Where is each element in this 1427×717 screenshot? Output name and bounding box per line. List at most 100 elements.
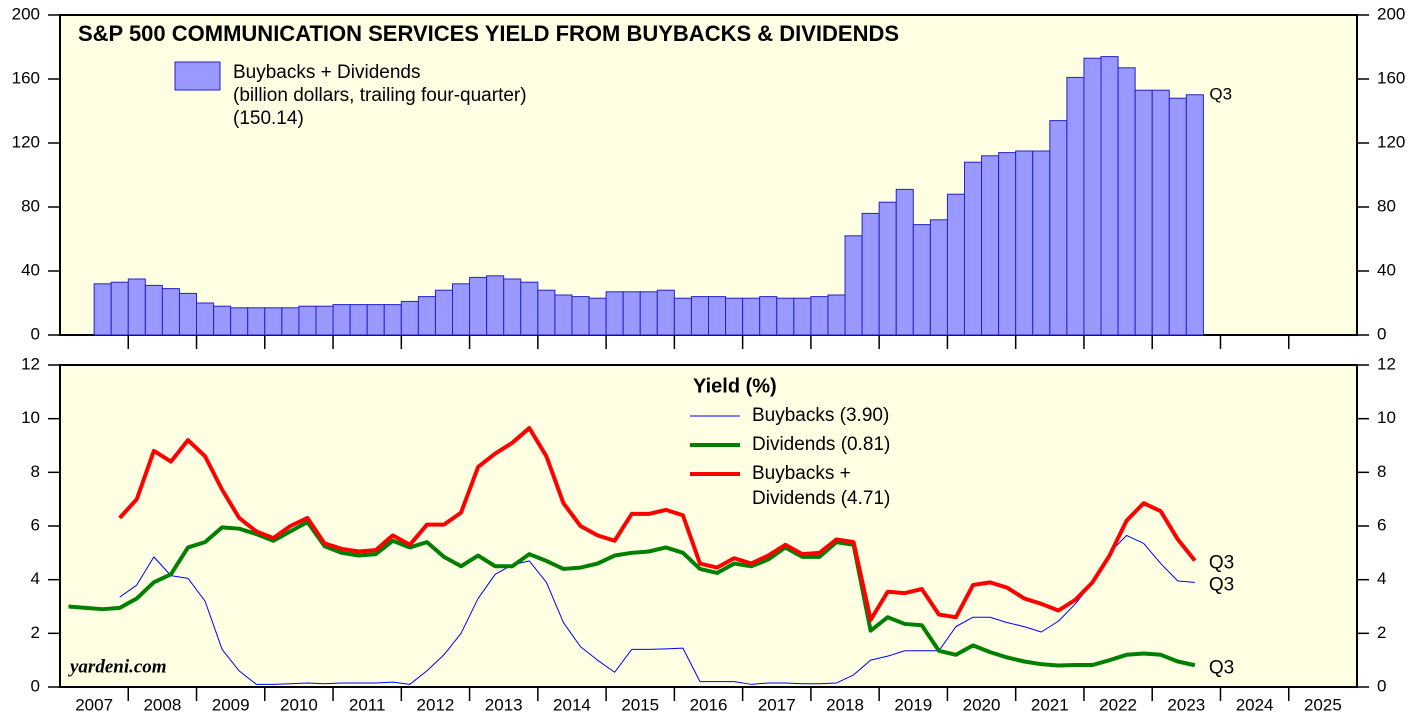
x-tick-label: 2015 xyxy=(621,695,659,714)
end-label: Q3 xyxy=(1209,657,1234,678)
bar xyxy=(827,294,846,336)
y2-tick-label: 80 xyxy=(1377,196,1396,215)
bar xyxy=(1083,57,1102,336)
legend-text: Buybacks + Dividends xyxy=(233,62,420,83)
x-tick-label: 2012 xyxy=(417,695,455,714)
bar xyxy=(912,224,931,336)
x-tick-label: 2018 xyxy=(826,695,864,714)
bar xyxy=(656,289,675,336)
bar xyxy=(452,283,471,336)
bar xyxy=(366,304,385,336)
x-tick-label: 2013 xyxy=(485,695,523,714)
legend-text: Buybacks + xyxy=(752,463,851,484)
y2-tick-label: 4 xyxy=(1377,569,1386,588)
y-tick-label: 4 xyxy=(31,569,40,588)
y-tick-label: 2 xyxy=(31,623,40,642)
bar xyxy=(895,188,914,336)
x-tick-label: 2016 xyxy=(690,695,728,714)
bar xyxy=(178,292,198,336)
bar xyxy=(93,283,112,336)
bar xyxy=(690,296,709,336)
end-label: Q3 xyxy=(1209,553,1234,574)
x-tick-label: 2022 xyxy=(1099,695,1137,714)
bar xyxy=(1066,76,1085,336)
bar xyxy=(725,297,744,336)
bar xyxy=(708,296,727,336)
legend-text: Dividends (4.71) xyxy=(752,488,890,509)
bar xyxy=(110,281,129,336)
y-tick-label: 10 xyxy=(21,408,40,427)
bar xyxy=(537,289,556,336)
y2-tick-label: 0 xyxy=(1377,676,1386,695)
y-tick-label: 80 xyxy=(21,196,40,215)
bar xyxy=(929,219,948,336)
y2-tick-label: 200 xyxy=(1377,4,1405,23)
y-tick-label: 6 xyxy=(31,515,40,534)
x-tick-label: 2020 xyxy=(963,695,1001,714)
end-label: Q3 xyxy=(1209,574,1234,595)
end-label: Q3 xyxy=(1209,84,1232,103)
y-tick-label: 0 xyxy=(31,324,40,343)
y2-tick-label: 120 xyxy=(1377,132,1405,151)
bar xyxy=(469,276,488,336)
y2-tick-label: 10 xyxy=(1377,408,1396,427)
x-tick-label: 2023 xyxy=(1167,695,1205,714)
bar xyxy=(622,291,641,336)
bar xyxy=(1134,89,1153,336)
bar xyxy=(383,304,402,336)
bar xyxy=(298,305,317,336)
x-tick-label: 2025 xyxy=(1304,695,1342,714)
bar xyxy=(963,161,983,336)
bar xyxy=(793,297,812,336)
bar xyxy=(878,201,897,336)
bar xyxy=(1032,150,1051,336)
bar xyxy=(127,278,146,336)
bar xyxy=(1185,94,1204,336)
legend-text: Buybacks (3.90) xyxy=(752,405,889,426)
bar xyxy=(861,212,880,336)
bar xyxy=(400,300,419,336)
legend-title: Yield (%) xyxy=(693,375,777,397)
x-tick-label: 2007 xyxy=(75,695,113,714)
y2-tick-label: 6 xyxy=(1377,515,1386,534)
bar xyxy=(605,291,624,336)
bar xyxy=(571,296,590,336)
bar xyxy=(998,152,1017,336)
bar xyxy=(503,278,522,336)
legend-swatch xyxy=(174,61,221,91)
y2-tick-label: 160 xyxy=(1377,68,1405,87)
bar xyxy=(332,304,351,336)
y2-tick-label: 40 xyxy=(1377,260,1396,279)
bar xyxy=(247,307,266,336)
bar xyxy=(1015,150,1034,336)
bar xyxy=(281,307,300,336)
x-tick-label: 2010 xyxy=(280,695,318,714)
bar xyxy=(520,281,539,336)
bar xyxy=(1168,97,1187,336)
y2-tick-label: 12 xyxy=(1377,354,1396,373)
x-tick-label: 2011 xyxy=(349,695,386,714)
line-series xyxy=(119,534,1195,685)
y2-tick-label: 8 xyxy=(1377,462,1386,481)
x-tick-label: 2017 xyxy=(758,695,796,714)
y2-tick-label: 2 xyxy=(1377,623,1386,642)
legend-text: Dividends (0.81) xyxy=(752,434,890,455)
bar xyxy=(776,297,795,336)
x-tick-label: 2014 xyxy=(553,695,591,714)
bar xyxy=(1117,67,1136,336)
x-tick-label: 2021 xyxy=(1031,695,1069,714)
x-tick-label: 2019 xyxy=(894,695,932,714)
bar xyxy=(639,291,658,336)
x-tick-label: 2024 xyxy=(1236,695,1274,714)
bar xyxy=(144,284,163,336)
chart-title: S&P 500 COMMUNICATION SERVICES YIELD FRO… xyxy=(78,21,899,46)
bar xyxy=(759,296,778,336)
line-series xyxy=(118,426,1197,622)
bar xyxy=(315,305,334,336)
y-tick-label: 8 xyxy=(31,462,40,481)
x-tick-label: 2009 xyxy=(212,695,250,714)
bar xyxy=(1151,89,1170,336)
bar xyxy=(1049,120,1068,336)
bar xyxy=(434,289,454,336)
bar xyxy=(554,294,573,336)
